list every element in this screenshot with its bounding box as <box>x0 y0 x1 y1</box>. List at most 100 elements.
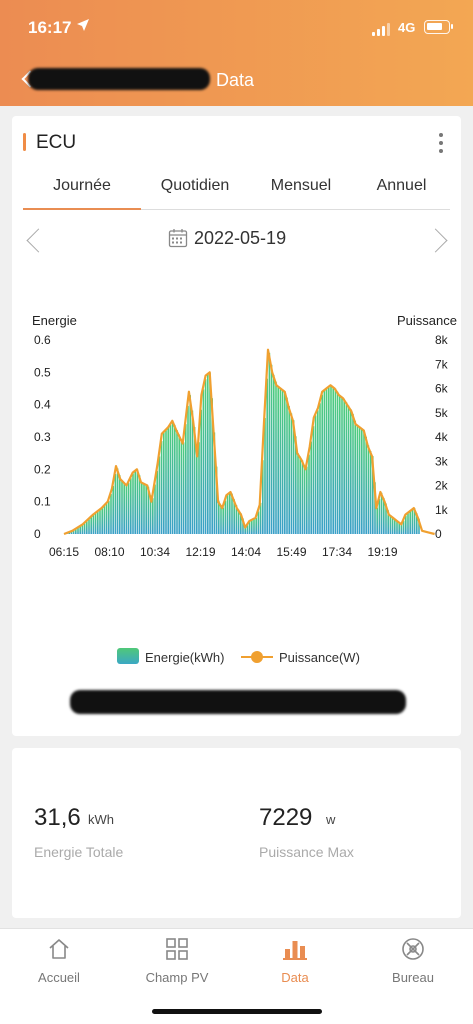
redacted-site-name <box>28 68 210 90</box>
energie-bar <box>123 482 125 534</box>
energie-bar <box>209 372 211 534</box>
energie-bar <box>372 456 374 534</box>
right-tick-label: 5k <box>435 406 449 420</box>
nav-bar: Data <box>0 58 473 102</box>
legend-energie-label[interactable]: Energie(kWh) <box>145 650 225 665</box>
previous-date-button[interactable] <box>22 224 46 256</box>
tabbar-label-bureau: Bureau <box>392 970 434 985</box>
energie-bar <box>112 485 114 534</box>
energie-bar <box>277 386 279 534</box>
card-title: ECU <box>36 132 77 153</box>
next-date-button[interactable] <box>429 224 453 256</box>
left-tick-label: 0.5 <box>34 365 51 379</box>
x-tick-label: 15:49 <box>276 545 306 559</box>
energie-bar <box>141 482 143 534</box>
right-tick-label: 0 <box>435 527 442 541</box>
energie-bar <box>196 445 198 534</box>
right-tick-label: 1k <box>435 503 449 517</box>
energie-bar <box>198 442 200 534</box>
x-tick-label: 14:04 <box>231 545 261 559</box>
energie-bar <box>211 398 213 534</box>
energie-total-label: Energie Totale <box>34 844 124 860</box>
energie-bar <box>358 426 361 534</box>
stats-card: 31,6 kWh Energie Totale 7229 w Puissance… <box>12 748 461 918</box>
energie-bar <box>189 395 191 534</box>
x-tick-label: 12:19 <box>185 545 215 559</box>
tab-annuel[interactable]: Annuel <box>376 177 427 194</box>
right-tick-label: 4k <box>435 430 449 444</box>
energie-bar <box>339 395 341 534</box>
tab-mensuel[interactable]: Mensuel <box>270 177 332 194</box>
right-tick-label: 7k <box>435 357 449 371</box>
energie-bar <box>409 511 411 534</box>
energie-bar <box>72 530 75 534</box>
energie-bar <box>257 511 260 534</box>
tab-quotidien[interactable]: Quotidien <box>160 177 230 194</box>
energie-bar <box>262 460 264 534</box>
energie-bar <box>156 470 158 534</box>
energie-bar <box>405 515 407 534</box>
energie-bar <box>97 511 99 534</box>
legend-puissance-label[interactable]: Puissance(W) <box>279 650 360 665</box>
left-tick-label: 0.4 <box>34 398 51 412</box>
energie-bar <box>242 518 244 534</box>
energie-bar <box>134 471 136 534</box>
energie-bar <box>174 424 176 534</box>
energie-bar <box>182 442 185 534</box>
energie-bar <box>138 475 141 534</box>
selected-date[interactable]: 2022-05-19 <box>194 228 287 248</box>
energie-bar <box>341 396 343 534</box>
home-indicator <box>152 1009 322 1014</box>
energie-bar <box>251 520 253 534</box>
x-tick-label: 17:34 <box>322 545 352 559</box>
left-tick-label: 0 <box>34 527 41 541</box>
battery-icon <box>424 20 453 34</box>
energie-bar <box>284 391 286 534</box>
energie-bar <box>132 473 134 534</box>
energie-bar <box>169 424 172 534</box>
energie-bar <box>306 466 308 534</box>
energie-bar <box>286 397 288 534</box>
legend-energie-swatch[interactable] <box>117 648 139 664</box>
energie-bar <box>416 513 418 534</box>
energie-bar <box>319 403 321 534</box>
energie-bar <box>268 352 271 534</box>
energie-bar <box>411 509 414 534</box>
energie-bar <box>383 497 385 534</box>
energie-bar <box>83 523 86 534</box>
right-tick-label: 2k <box>435 479 449 493</box>
energie-bar <box>145 484 147 534</box>
energie-total-value: 31,6 <box>34 804 81 831</box>
tabbar-item-accueil[interactable]: Accueil <box>0 929 118 999</box>
energie-bar <box>288 406 290 534</box>
energie-bar <box>204 379 207 534</box>
period-tabs: Journée Quotidien Mensuel Annuel <box>23 168 450 210</box>
energie-bar <box>264 417 266 534</box>
energie-bar <box>163 432 165 534</box>
energie-bar <box>110 493 112 534</box>
energie-bar <box>200 409 202 534</box>
energie-bar <box>180 439 183 534</box>
more-options-icon[interactable] <box>434 132 448 154</box>
tab-journee[interactable]: Journée <box>23 168 141 210</box>
energie-bar <box>352 413 354 534</box>
calendar-icon[interactable] <box>168 228 188 248</box>
signal-icon <box>372 22 392 36</box>
legend-puissance-dot[interactable] <box>251 651 263 663</box>
tabbar-item-champ-pv[interactable]: Champ PV <box>118 929 236 999</box>
energie-bar <box>361 428 363 534</box>
energie-bar <box>314 415 317 534</box>
energie-bar <box>281 389 284 534</box>
energie-bar <box>312 426 315 534</box>
energie-bar <box>147 486 150 534</box>
tabbar-item-data[interactable]: Data <box>236 929 354 999</box>
bottom-tab-bar: Accueil Champ PV Data Bureau <box>0 928 473 1024</box>
bar-chart-icon <box>283 941 307 960</box>
energie-bar <box>220 504 222 534</box>
tabbar-item-bureau[interactable]: Bureau <box>354 929 472 999</box>
energie-bar <box>259 502 262 534</box>
energie-bar <box>222 507 224 534</box>
energie-bar <box>130 478 132 534</box>
energie-bar <box>248 521 251 534</box>
energie-bar <box>202 389 205 534</box>
